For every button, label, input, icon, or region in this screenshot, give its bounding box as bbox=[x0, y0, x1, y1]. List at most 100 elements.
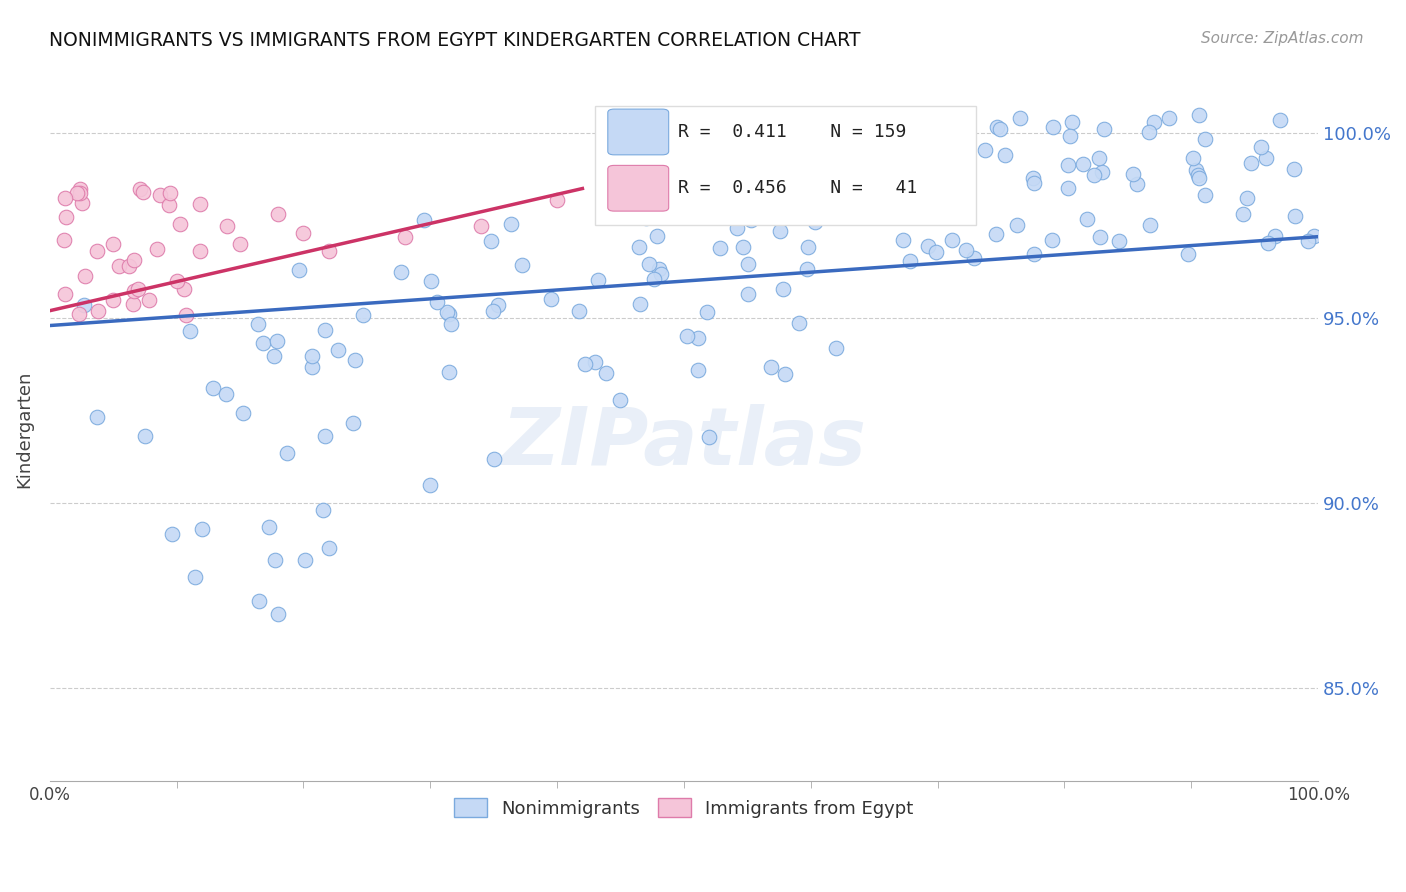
Point bbox=[252, 336, 274, 351]
Point bbox=[86, 409, 108, 424]
Y-axis label: Kindergarten: Kindergarten bbox=[15, 370, 32, 488]
Point bbox=[264, 552, 287, 566]
Point bbox=[772, 282, 794, 296]
Point bbox=[394, 229, 416, 244]
Point bbox=[146, 242, 169, 256]
Point bbox=[769, 224, 792, 238]
Point bbox=[1005, 218, 1028, 232]
Point bbox=[470, 219, 492, 233]
Point bbox=[963, 251, 986, 265]
Point bbox=[740, 158, 762, 172]
Point bbox=[638, 257, 661, 271]
Point bbox=[124, 284, 146, 298]
Point bbox=[1284, 209, 1306, 223]
Point bbox=[1056, 181, 1078, 195]
Point bbox=[425, 295, 447, 310]
Point bbox=[1076, 212, 1098, 227]
Point bbox=[292, 226, 315, 240]
Point bbox=[946, 173, 969, 187]
Point bbox=[314, 323, 336, 337]
Point bbox=[326, 343, 349, 357]
Point bbox=[945, 142, 967, 156]
Point bbox=[246, 317, 269, 331]
Point bbox=[696, 305, 718, 319]
Point bbox=[510, 258, 533, 272]
Point bbox=[1024, 247, 1046, 261]
Point bbox=[1092, 122, 1115, 136]
Point bbox=[1022, 171, 1045, 186]
Point bbox=[1257, 235, 1279, 250]
Point bbox=[986, 227, 1008, 241]
Point bbox=[1091, 165, 1114, 179]
Point bbox=[169, 217, 191, 231]
Point bbox=[318, 541, 340, 555]
Point bbox=[191, 522, 214, 536]
Point bbox=[1194, 132, 1216, 146]
Point bbox=[763, 140, 786, 154]
Point bbox=[785, 202, 807, 217]
Point bbox=[1232, 207, 1254, 221]
Point bbox=[731, 240, 754, 254]
Point bbox=[1059, 129, 1081, 144]
Point bbox=[118, 259, 141, 273]
Point bbox=[797, 239, 820, 253]
Text: NONIMMIGRANTS VS IMMIGRANTS FROM EGYPT KINDERGARTEN CORRELATION CHART: NONIMMIGRANTS VS IMMIGRANTS FROM EGYPT K… bbox=[49, 31, 860, 50]
Point bbox=[159, 186, 181, 200]
Point bbox=[988, 122, 1011, 136]
Point bbox=[636, 211, 658, 226]
Point bbox=[546, 193, 568, 207]
Point bbox=[263, 349, 285, 363]
Point bbox=[974, 143, 997, 157]
Point bbox=[437, 307, 460, 321]
Point bbox=[845, 191, 868, 205]
Point bbox=[479, 234, 502, 248]
Point bbox=[149, 187, 172, 202]
Point bbox=[1042, 120, 1064, 135]
Point bbox=[917, 238, 939, 252]
Point bbox=[174, 308, 197, 322]
Text: R =  0.456    N =   41: R = 0.456 N = 41 bbox=[678, 179, 917, 197]
Point bbox=[737, 286, 759, 301]
Point bbox=[73, 268, 96, 283]
Point bbox=[697, 429, 720, 443]
Point bbox=[643, 272, 665, 286]
Point bbox=[1087, 151, 1109, 165]
Point bbox=[436, 304, 458, 318]
Point bbox=[1181, 151, 1204, 165]
Point bbox=[955, 243, 977, 257]
Point bbox=[868, 140, 890, 154]
Point bbox=[266, 334, 288, 348]
Point bbox=[766, 206, 789, 220]
Point bbox=[419, 477, 441, 491]
Point bbox=[725, 221, 748, 235]
Point bbox=[583, 354, 606, 368]
Point bbox=[800, 208, 823, 222]
Point bbox=[675, 329, 697, 343]
Point bbox=[941, 233, 963, 247]
Point bbox=[779, 137, 801, 152]
Point bbox=[1256, 151, 1278, 165]
Point bbox=[740, 213, 762, 227]
Point bbox=[173, 282, 195, 296]
Point bbox=[1177, 247, 1199, 261]
Point bbox=[595, 367, 617, 381]
Point bbox=[860, 204, 883, 219]
Point bbox=[267, 607, 290, 622]
Point bbox=[188, 244, 211, 259]
Point bbox=[108, 259, 131, 273]
Point bbox=[686, 331, 709, 345]
Point bbox=[628, 297, 651, 311]
Point bbox=[437, 365, 460, 379]
Point bbox=[1040, 233, 1063, 247]
Point bbox=[1010, 111, 1032, 125]
Point bbox=[217, 219, 239, 233]
Point bbox=[1060, 114, 1083, 128]
Point bbox=[344, 352, 367, 367]
Point bbox=[759, 360, 782, 375]
Point bbox=[586, 273, 609, 287]
Point bbox=[501, 217, 523, 231]
Point bbox=[276, 445, 298, 459]
Point bbox=[53, 287, 76, 301]
Point bbox=[69, 186, 91, 201]
Point bbox=[1264, 228, 1286, 243]
